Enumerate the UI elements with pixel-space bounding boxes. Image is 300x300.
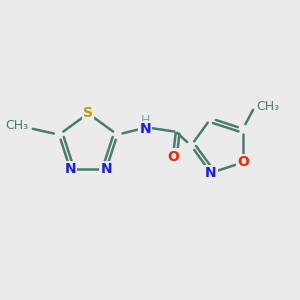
Text: N: N [205, 166, 217, 180]
Text: S: S [83, 106, 93, 121]
Text: CH₃: CH₃ [5, 119, 28, 132]
Text: N: N [140, 122, 151, 136]
Text: H: H [140, 114, 150, 128]
Text: N: N [64, 162, 76, 176]
Text: CH₃: CH₃ [256, 100, 279, 113]
Text: O: O [237, 155, 249, 170]
Text: O: O [167, 150, 179, 164]
Text: N: N [100, 162, 112, 176]
